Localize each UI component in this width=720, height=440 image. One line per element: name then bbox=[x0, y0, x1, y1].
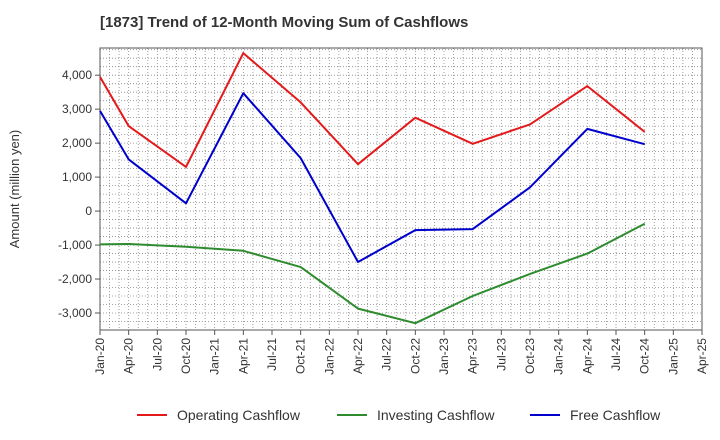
x-tick-label: Jan-25 bbox=[666, 338, 680, 375]
operating-cashflow-line bbox=[99, 52, 646, 168]
x-tick-label: Apr-22 bbox=[351, 338, 365, 374]
x-tick-label: Oct-24 bbox=[638, 338, 652, 374]
legend-item-investing: Investing Cashflow bbox=[337, 404, 495, 426]
y-tick-label: 3,000 bbox=[62, 102, 92, 116]
x-tick-label: Jan-23 bbox=[437, 338, 451, 375]
x-tick-label: Jul-22 bbox=[380, 338, 394, 371]
legend-swatch-operating bbox=[137, 414, 167, 416]
y-tick-label: 4,000 bbox=[62, 68, 92, 82]
legend-label-investing: Investing Cashflow bbox=[377, 407, 495, 423]
x-tick-label: Apr-23 bbox=[466, 338, 480, 374]
chart-title: [1873] Trend of 12-Month Moving Sum of C… bbox=[100, 14, 469, 31]
x-tick-label: Jul-24 bbox=[609, 338, 623, 371]
x-tick-label: Jan-24 bbox=[552, 338, 566, 375]
x-tick-label: Apr-25 bbox=[695, 338, 709, 374]
y-tick-label: -2,000 bbox=[58, 272, 92, 286]
y-tick-label: -1,000 bbox=[58, 238, 92, 252]
legend-label-operating: Operating Cashflow bbox=[177, 407, 300, 423]
investing-cashflow-line bbox=[99, 222, 646, 325]
x-tick-label: Jul-20 bbox=[150, 338, 164, 371]
x-tick-label: Apr-21 bbox=[236, 338, 250, 374]
chart-legend: Operating Cashflow Investing Cashflow Fr… bbox=[0, 404, 720, 426]
x-tick-label: Apr-20 bbox=[122, 338, 136, 374]
plot-area bbox=[100, 48, 702, 330]
x-tick-label: Jan-21 bbox=[208, 338, 222, 375]
y-tick-label: 0 bbox=[85, 204, 92, 218]
x-tick-label: Jan-20 bbox=[93, 338, 107, 375]
x-tick-label: Jan-22 bbox=[322, 338, 336, 375]
y-tick-label: -3,000 bbox=[58, 306, 92, 320]
legend-item-free: Free Cashflow bbox=[530, 404, 660, 426]
x-tick-label: Oct-23 bbox=[523, 338, 537, 374]
plot-frame bbox=[99, 47, 703, 331]
y-tick-label: 2,000 bbox=[62, 136, 92, 150]
x-tick-label: Oct-21 bbox=[294, 338, 308, 374]
y-tick-label: 1,000 bbox=[62, 170, 92, 184]
x-tick-label: Jul-21 bbox=[265, 338, 279, 371]
legend-item-operating: Operating Cashflow bbox=[137, 404, 300, 426]
legend-swatch-free bbox=[530, 414, 560, 416]
x-tick-label: Jul-23 bbox=[494, 338, 508, 371]
legend-label-free: Free Cashflow bbox=[570, 407, 661, 423]
y-axis-title: Amount (million yen) bbox=[7, 130, 22, 249]
x-tick-label: Oct-20 bbox=[179, 338, 193, 374]
free-cashflow-line bbox=[99, 92, 645, 263]
x-tick-label: Apr-24 bbox=[580, 338, 594, 374]
legend-swatch-investing bbox=[337, 414, 367, 416]
x-tick-label: Oct-22 bbox=[408, 338, 422, 374]
